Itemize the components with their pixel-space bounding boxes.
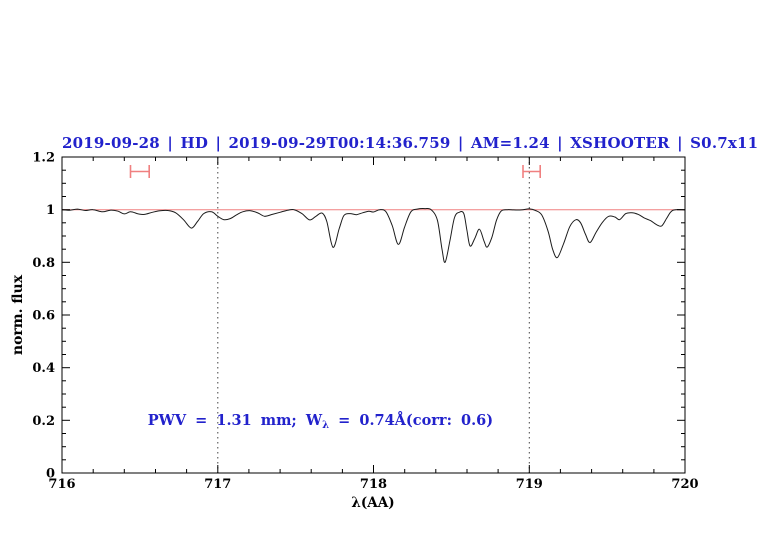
x-tick-label: 718	[360, 477, 387, 492]
pwv-annotation-prefix: PWV = 1.31 mm; W	[147, 411, 323, 429]
y-tick-label: 0.6	[32, 309, 55, 324]
y-tick-label: 0.8	[32, 256, 55, 271]
x-tick-label: 716	[48, 477, 75, 492]
y-axis-label: norm. flux	[10, 274, 26, 356]
y-tick-label: 0	[46, 467, 55, 482]
y-tick-label: 0.4	[32, 361, 55, 376]
y-tick-label: 1.2	[32, 151, 55, 166]
plot-title: 2019-09-28 | HD | 2019-09-29T00:14:36.75…	[62, 134, 759, 152]
y-tick-label: 1	[46, 203, 55, 218]
x-tick-label: 720	[671, 477, 698, 492]
x-tick-label: 717	[204, 477, 231, 492]
x-axis-label: λ(AA)	[351, 495, 395, 511]
y-tick-label: 0.2	[32, 414, 55, 429]
pwv-annotation-suffix: = 0.74Å(corr: 0.6)	[329, 411, 494, 429]
x-tick-label: 719	[516, 477, 543, 492]
pwv-annotation-subscript: λ	[322, 419, 330, 431]
normalized-spectrum	[61, 207, 686, 263]
pwv-annotation: PWV = 1.31 mm; Wλ = 0.74Å(corr: 0.6)	[148, 412, 493, 431]
